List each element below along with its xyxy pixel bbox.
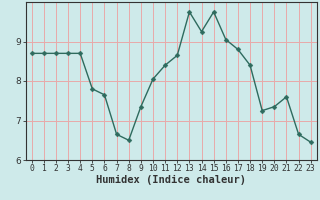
- X-axis label: Humidex (Indice chaleur): Humidex (Indice chaleur): [96, 175, 246, 185]
